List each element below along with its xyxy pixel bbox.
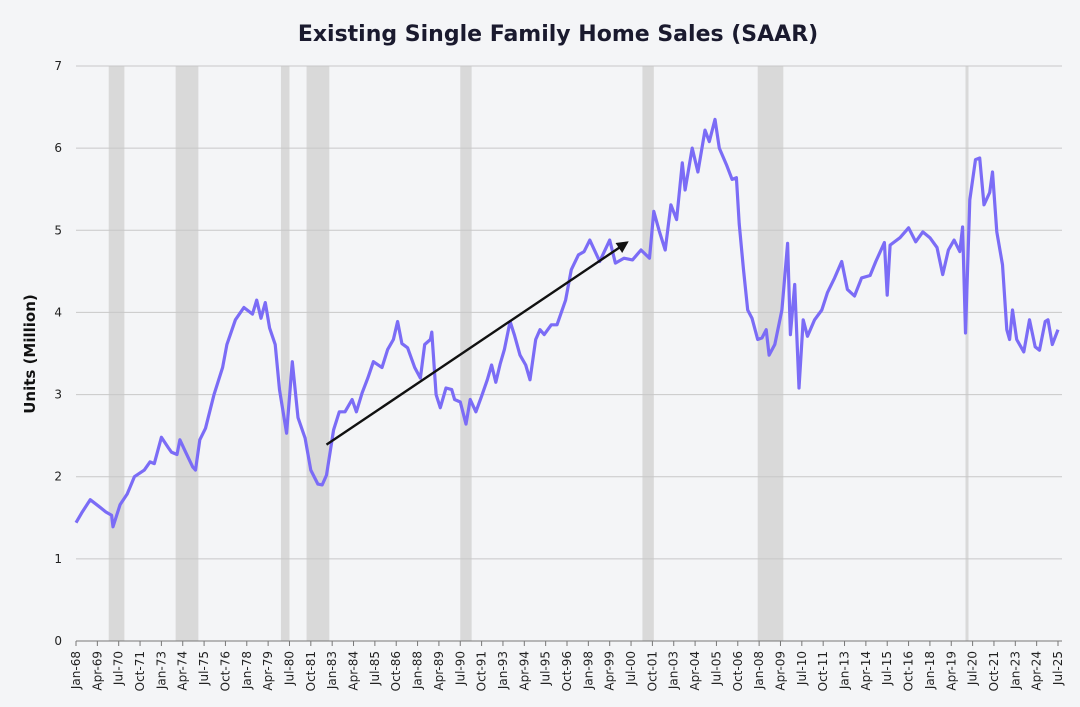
y-tick-label: 6 [54, 141, 62, 155]
y-tick-label: 5 [54, 223, 62, 237]
x-tick-label: Oct-11 [816, 651, 830, 691]
x-tick-label: Oct-16 [902, 651, 916, 691]
x-tick-label: Jul-70 [112, 651, 126, 686]
y-axis: 0 1 2 3 4 5 6 7 [54, 59, 62, 648]
x-tick-label: Jan-18 [923, 651, 937, 690]
x-tick-label: Oct-91 [475, 651, 489, 691]
x-tick-label: Jan-03 [667, 651, 681, 690]
x-tick-label: Jan-08 [752, 651, 766, 690]
trend-arrow [325, 241, 629, 446]
x-tick-label: Apr-99 [603, 651, 617, 691]
recession-bands [108, 66, 969, 641]
x-axis: Jan-68 Apr-69 Jul-70 Oct-71 Jan-73 Apr-74 Jul-… [69, 641, 1065, 691]
x-tick-label: Oct-01 [645, 651, 659, 691]
series-line [74, 117, 1060, 529]
x-tick-label: Jul-90 [453, 651, 467, 686]
x-tick-label: Oct-76 [218, 651, 232, 691]
x-tick-label: Jan-88 [411, 651, 425, 690]
x-tick-label: Jan-78 [240, 651, 254, 690]
x-tick-label: Jul-15 [880, 651, 894, 686]
x-tick-label: Jan-83 [325, 651, 339, 690]
x-tick-label: Apr-84 [347, 651, 361, 691]
y-tick-label: 1 [54, 552, 62, 566]
x-tick-label: Oct-96 [560, 651, 574, 691]
x-tick-label: Jan-23 [1008, 651, 1022, 690]
x-tick-label: Oct-81 [304, 651, 318, 691]
x-tick-label: Jul-25 [1051, 651, 1065, 686]
x-tick-label: Jan-68 [69, 651, 83, 690]
x-tick-label: Apr-74 [176, 651, 190, 691]
x-tick-label: Oct-06 [731, 651, 745, 691]
recession-band [965, 66, 969, 641]
gridlines [76, 65, 1062, 642]
y-tick-label: 2 [54, 470, 62, 484]
x-tick-label: Apr-19 [944, 651, 958, 691]
x-tick-label: Apr-69 [90, 651, 104, 691]
x-tick-label: Jul-80 [282, 651, 296, 686]
x-tick-label: Jul-00 [624, 651, 638, 686]
x-tick-label: Apr-89 [432, 651, 446, 691]
y-tick-label: 4 [54, 305, 62, 319]
recession-band [306, 66, 330, 641]
x-tick-label: Jul-95 [539, 651, 553, 686]
x-tick-label: Apr-79 [261, 651, 275, 691]
chart-title: Existing Single Family Home Sales (SAAR) [298, 22, 818, 47]
x-tick-label: Apr-14 [859, 651, 873, 691]
x-tick-label: Jan-13 [838, 651, 852, 690]
recession-band [175, 66, 199, 641]
x-tick-label: Jul-05 [709, 651, 723, 686]
x-tick-label: Jul-20 [966, 651, 980, 686]
x-tick-label: Jul-10 [795, 651, 809, 686]
y-axis-label: Units (Million) [21, 294, 39, 414]
x-tick-label: Apr-04 [688, 651, 702, 691]
x-tick-label: Jan-98 [581, 651, 595, 690]
recession-band [460, 66, 472, 641]
x-tick-label: Jan-73 [154, 651, 168, 690]
x-tick-label: Apr-94 [517, 651, 531, 691]
x-tick-label: Apr-24 [1030, 651, 1044, 691]
recession-band [280, 66, 290, 641]
x-tick-label: Oct-21 [987, 651, 1001, 691]
x-tick-label: Oct-86 [389, 651, 403, 691]
x-tick-label: Apr-09 [773, 651, 787, 691]
x-tick-label: Oct-71 [133, 651, 147, 691]
x-tick-label: Jan-93 [496, 651, 510, 690]
y-tick-label: 3 [54, 388, 62, 402]
y-tick-label: 0 [54, 634, 62, 648]
x-tick-label: Jul-85 [368, 651, 382, 686]
recession-band [642, 66, 654, 641]
recession-band [108, 66, 125, 641]
x-tick-label: Jul-75 [197, 651, 211, 686]
y-tick-label: 7 [54, 59, 62, 73]
